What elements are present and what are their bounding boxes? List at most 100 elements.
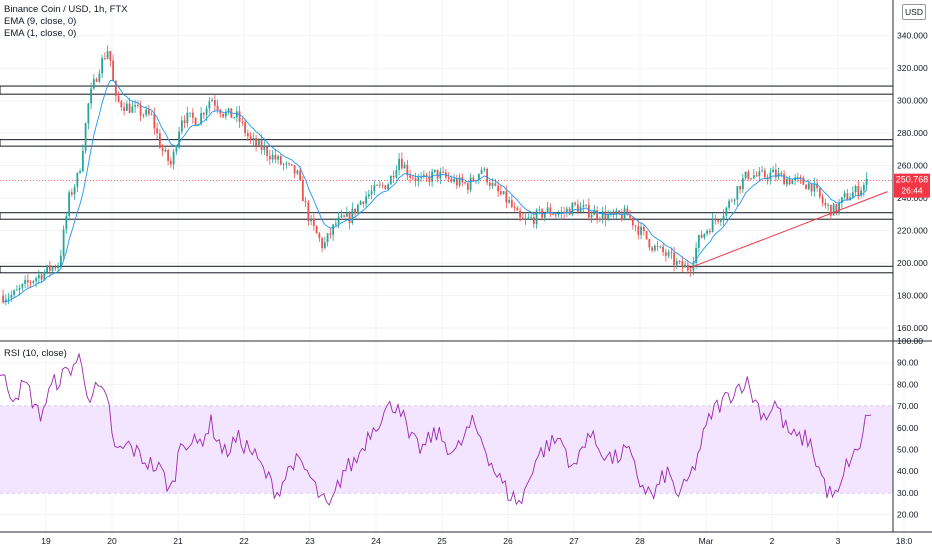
price-tick-label: 160.000 <box>897 323 928 333</box>
candle-body <box>359 201 362 205</box>
candle-body <box>252 137 255 140</box>
candle-body <box>40 274 43 280</box>
candle-body <box>706 230 708 234</box>
candle-body <box>387 184 389 190</box>
candle-body <box>414 178 417 182</box>
candle-body <box>477 173 480 181</box>
candle-body <box>84 123 87 151</box>
candle-body <box>57 265 59 269</box>
candle-body <box>433 169 436 172</box>
candle-body <box>62 229 65 256</box>
time-tick-label: 23 <box>305 536 315 546</box>
candle-body <box>299 170 301 181</box>
symbol-legend[interactable]: Binance Coin / USD, 1h, FTX <box>4 4 128 15</box>
candles[interactable] <box>2 45 868 306</box>
candle-body <box>568 208 571 215</box>
candle-body <box>87 103 90 124</box>
candle-body <box>120 101 123 108</box>
candle-body <box>200 113 202 125</box>
candle-body <box>604 211 607 221</box>
candle-body <box>700 234 703 238</box>
candle-body <box>205 108 208 115</box>
rsi-tick-label: 20.00 <box>897 510 919 520</box>
candle-body <box>117 95 120 102</box>
rsi-line <box>0 352 872 506</box>
candle-body <box>678 261 681 262</box>
candle-body <box>631 217 634 226</box>
candle-body <box>213 100 216 106</box>
candle-body <box>334 223 337 225</box>
candle-body <box>480 170 483 174</box>
candle-body <box>769 172 772 180</box>
price-zone <box>0 85 894 95</box>
time-tick-label: 25 <box>437 536 447 546</box>
candle-body <box>420 177 422 178</box>
candle-body <box>409 175 411 178</box>
candle-body <box>321 238 323 249</box>
candle-body <box>637 226 640 235</box>
candle-body <box>816 183 818 189</box>
candle-body <box>301 180 304 202</box>
rsi-tick-label: 70.00 <box>897 401 919 411</box>
candle-body <box>532 217 535 224</box>
time-tick-label: 22 <box>239 536 249 546</box>
candle-body <box>686 264 689 271</box>
candle-body <box>835 204 838 213</box>
candle-body <box>494 183 497 186</box>
price-axis[interactable]: 160.000 180.000 200.000 220.000 240.000 260.0… <box>897 31 928 333</box>
candle-body <box>521 217 524 220</box>
candle-body <box>849 197 851 201</box>
ema-9-legend[interactable]: EMA (9, close, 0) <box>4 16 77 27</box>
candle-body <box>227 108 230 113</box>
candle-body <box>332 224 334 235</box>
candle-body <box>425 174 428 177</box>
candle-body <box>455 178 458 186</box>
candle-body <box>153 113 156 129</box>
candle-body <box>593 210 596 216</box>
candle-body <box>601 211 604 220</box>
candle-body <box>417 177 420 182</box>
rsi-legend[interactable]: RSI (10, close) <box>4 348 67 359</box>
candle-body <box>796 177 799 178</box>
candle-body <box>224 112 227 117</box>
candle-body <box>780 173 783 174</box>
time-tick-label: 19 <box>41 536 51 546</box>
candle-body <box>304 201 307 203</box>
candle-body <box>7 297 10 300</box>
candle-body <box>191 112 194 118</box>
ema-1-legend[interactable]: EMA (1, close, 0) <box>4 28 77 39</box>
candle-body <box>656 245 659 247</box>
candle-body <box>51 266 54 271</box>
candle-body <box>161 147 164 152</box>
candle-body <box>340 215 343 217</box>
candle-body <box>689 270 692 272</box>
candle-body <box>538 209 541 211</box>
price-tick-label: 200.000 <box>897 258 928 268</box>
price-badge-value: 250.768 <box>896 175 929 185</box>
candle-body <box>596 210 598 219</box>
candle-body <box>667 252 670 256</box>
candle-body <box>681 261 684 268</box>
candle-body <box>524 218 527 220</box>
candle-body <box>629 215 631 218</box>
candle-body <box>79 171 81 173</box>
trendline[interactable] <box>689 191 888 269</box>
candle-body <box>194 117 197 126</box>
currency-button[interactable]: USD <box>902 4 926 20</box>
price-tick-label: 260.000 <box>897 161 928 171</box>
candle-body <box>508 200 510 203</box>
candle-body <box>362 201 365 204</box>
candle-body <box>112 60 114 82</box>
time-axis[interactable]: 19 20 21 22 23 24 25 26 27 28 Mar 2 3 18:0 <box>41 536 912 546</box>
candle-body <box>565 208 568 213</box>
rsi-axis[interactable]: 20.00 30.00 40.00 50.00 60.00 70.00 80.00 90.00… <box>897 336 923 520</box>
candle-body <box>70 192 73 195</box>
candle-body <box>447 177 450 179</box>
candle-body <box>109 51 112 61</box>
candle-body <box>843 193 846 198</box>
candle-body <box>772 169 774 173</box>
candle-body <box>461 177 464 183</box>
candle-body <box>510 200 513 208</box>
time-tick-label: 2 <box>770 536 775 546</box>
candle-body <box>249 136 252 140</box>
